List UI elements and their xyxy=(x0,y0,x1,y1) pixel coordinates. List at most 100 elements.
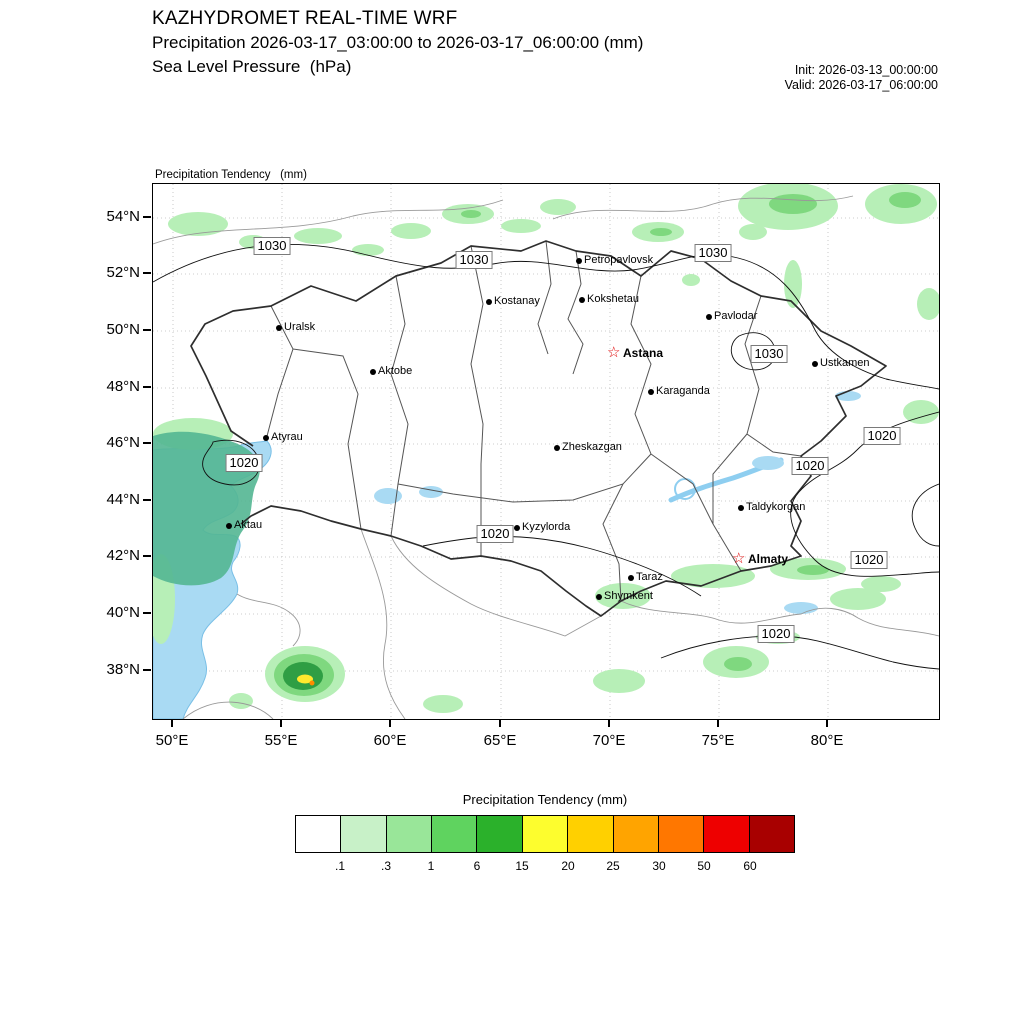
lat-axis-label: 54°N xyxy=(106,208,140,225)
lat-axis-label: 38°N xyxy=(106,661,140,678)
city-label: Aktau xyxy=(234,519,263,531)
city-dot-icon xyxy=(628,575,634,581)
colorbar-cell xyxy=(658,816,705,852)
isobar-label: 1020 xyxy=(791,457,829,475)
lat-tick xyxy=(143,216,151,218)
region-borders xyxy=(265,240,802,602)
city-label: Kostanay xyxy=(494,295,540,307)
map-canvas xyxy=(153,184,939,719)
isobar-label: 1030 xyxy=(694,244,732,262)
map-area: 1030 1030 1030 1030 1020 1020 1020 1020 … xyxy=(152,183,940,720)
colorbar-cell xyxy=(568,816,614,852)
colorbar-swatches xyxy=(295,815,795,853)
isobar-label: 1020 xyxy=(476,525,514,543)
lat-axis-label: 52°N xyxy=(106,264,140,281)
lon-tick xyxy=(717,719,719,727)
colorbar-cell xyxy=(749,816,794,852)
isobar-label: 1030 xyxy=(750,345,788,363)
valid-time: Valid: 2026-03-17_06:00:00 xyxy=(784,78,938,92)
city-dot-icon xyxy=(263,435,269,441)
colorbar-tick: 25 xyxy=(606,859,620,873)
city-dot-icon xyxy=(738,505,744,511)
lat-tick xyxy=(143,272,151,274)
city-label: Zheskazgan xyxy=(562,441,622,453)
city-label: Petropavlovsk xyxy=(584,254,654,266)
product-title: KAZHYDROMET REAL-TIME WRF xyxy=(152,8,458,29)
colorbar-tick: 50 xyxy=(697,859,711,873)
run-info: Init: 2026-03-13_00:00:00 Valid: 2026-03… xyxy=(785,63,938,93)
isobar-label: 1020 xyxy=(863,427,901,445)
lat-tick xyxy=(143,386,151,388)
lat-axis-label: 50°N xyxy=(106,321,140,338)
city-label: Astana xyxy=(623,346,664,360)
city-label: Pavlodar xyxy=(714,310,758,322)
colorbar-cell xyxy=(522,816,569,852)
city-label: Almaty xyxy=(748,552,789,566)
city-dot-icon xyxy=(514,525,520,531)
colorbar-tick: .3 xyxy=(380,859,392,873)
colorbar-cell xyxy=(341,816,387,852)
colorbar-tick: 1 xyxy=(427,859,435,873)
header: KAZHYDROMET REAL-TIME WRF Precipitation … xyxy=(152,6,643,79)
lat-tick xyxy=(143,329,151,331)
city-label: Atyrau xyxy=(271,431,303,443)
slp-line: Sea Level Pressure (hPa) xyxy=(152,57,352,76)
capital-star-icon: ☆ xyxy=(732,550,746,567)
city-label: Karaganda xyxy=(656,385,710,397)
city-dot-icon xyxy=(370,369,376,375)
colorbar-tick: 15 xyxy=(515,859,529,873)
city-label: Kokshetau xyxy=(587,293,639,305)
city-label: Uralsk xyxy=(284,321,316,333)
colorbar-cell xyxy=(386,816,433,852)
lat-axis-label: 48°N xyxy=(106,378,140,395)
colorbar-cell xyxy=(432,816,478,852)
lat-axis-label: 40°N xyxy=(106,604,140,621)
colorbar-cell xyxy=(613,816,659,852)
city-dot-icon xyxy=(579,297,585,303)
city-dot-icon xyxy=(812,361,818,367)
colorbar-tick: .1 xyxy=(334,859,346,873)
colorbar-tick: 60 xyxy=(743,859,757,873)
city-dot-icon xyxy=(554,445,560,451)
colorbar-tick: 20 xyxy=(561,859,575,873)
lon-axis-label: 50°E xyxy=(155,732,189,749)
city-label: Shymkent xyxy=(604,590,653,602)
lon-tick xyxy=(280,719,282,727)
init-time: Init: 2026-03-13_00:00:00 xyxy=(794,63,938,77)
precip-heavy-patches xyxy=(283,662,323,690)
city-dot-icon xyxy=(596,594,602,600)
lon-axis-label: 70°E xyxy=(592,732,626,749)
lon-axis-label: 75°E xyxy=(701,732,735,749)
city-label: Ustkamen xyxy=(820,357,870,369)
lon-tick xyxy=(608,719,610,727)
lat-axis-label: 46°N xyxy=(106,434,140,451)
lat-tick xyxy=(143,442,151,444)
colorbar-tick: 6 xyxy=(473,859,481,873)
neighbor-borders xyxy=(153,195,939,719)
city-dot-icon xyxy=(226,523,232,529)
lon-axis-label: 80°E xyxy=(810,732,844,749)
colorbar-cell xyxy=(296,816,342,852)
lon-axis-label: 60°E xyxy=(373,732,407,749)
colorbar-title: Precipitation Tendency (mm) xyxy=(462,792,628,807)
isobars xyxy=(153,243,939,670)
lon-tick xyxy=(171,719,173,727)
colorbar-cell xyxy=(477,816,523,852)
lat-tick xyxy=(143,499,151,501)
lon-tick xyxy=(826,719,828,727)
city-dot-icon xyxy=(706,314,712,320)
field-precip-tendency: Precipitation Tendency (mm) xyxy=(155,169,307,181)
lat-tick xyxy=(143,555,151,557)
capital-star-icon: ☆ xyxy=(607,344,621,361)
kazakhstan-border xyxy=(190,240,887,617)
lat-axis-label: 42°N xyxy=(106,547,140,564)
city-label: Kyzylorda xyxy=(522,521,571,533)
city-label: Taldykorgan xyxy=(746,501,806,513)
lon-tick xyxy=(389,719,391,727)
colorbar-cell xyxy=(704,816,750,852)
isobar-label: 1020 xyxy=(850,551,888,569)
colorbar-tick: 30 xyxy=(652,859,666,873)
isobar-label: 1020 xyxy=(757,625,795,643)
lat-tick xyxy=(143,669,151,671)
